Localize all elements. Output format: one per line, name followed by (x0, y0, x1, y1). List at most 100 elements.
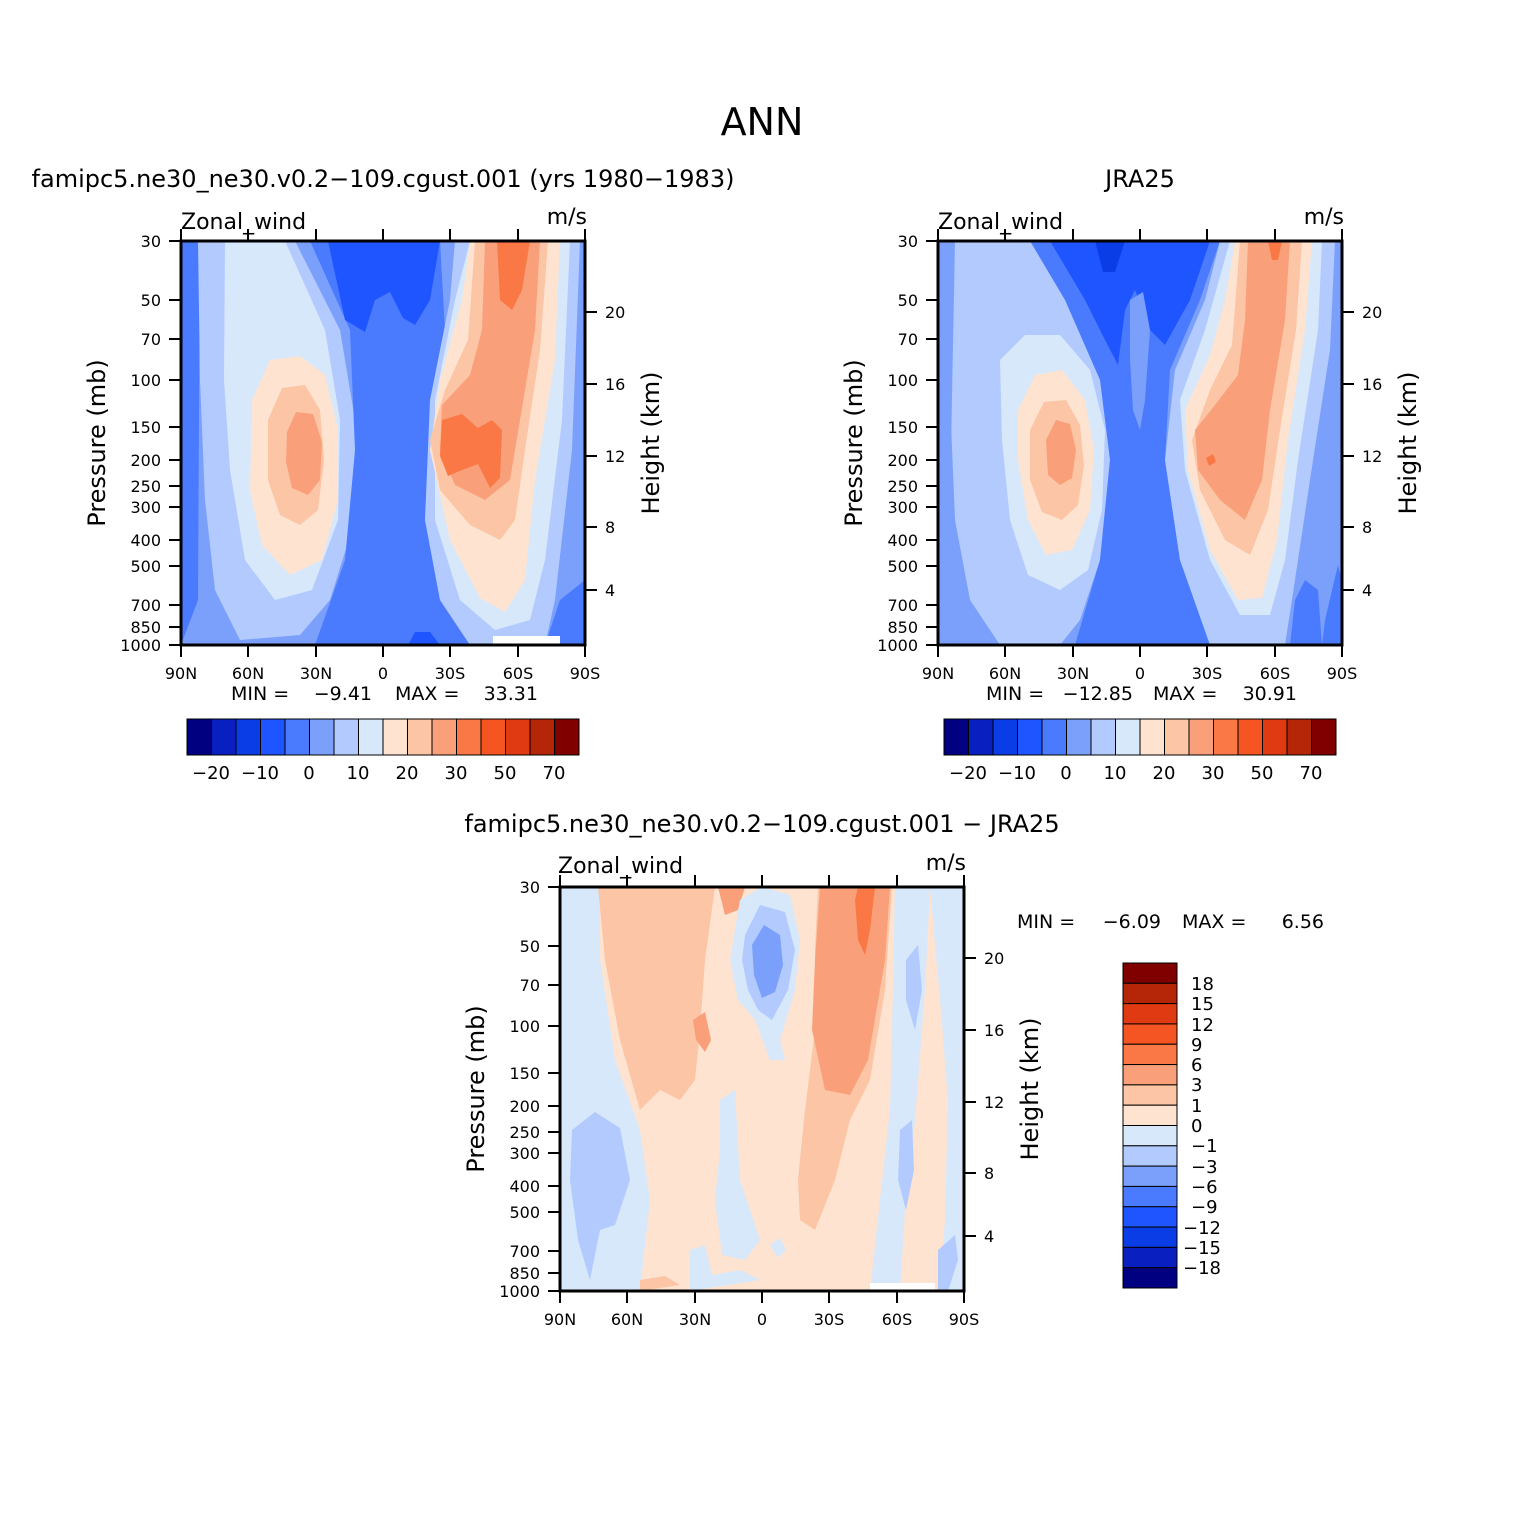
ticks (169, 229, 597, 657)
colorbar-swatch (1066, 718, 1092, 756)
ticks (548, 875, 976, 1303)
y-tick-label: 850 (509, 1264, 540, 1283)
y-tick-label: 1000 (499, 1282, 540, 1301)
y-axis-right-label: Height (km) (1394, 372, 1422, 515)
colorbar-label: 10 (347, 763, 370, 784)
colorbar-swatch (1017, 718, 1043, 756)
min-label: MIN = (231, 683, 289, 705)
y-axis-label: Pressure (mb) (840, 359, 868, 526)
y-tick-label: 150 (887, 418, 918, 437)
colorbar-swatch (431, 718, 457, 756)
y-tick-label: 400 (509, 1177, 540, 1196)
variable-label: Zonal_wind (181, 210, 306, 235)
colorbar-swatch (1122, 1226, 1178, 1248)
colorbar-label: 50 (494, 763, 517, 784)
colorbar-label: 1 (1191, 1096, 1202, 1117)
colorbar-swatch (1122, 1084, 1178, 1106)
y-tick-label: 150 (509, 1064, 540, 1083)
y-tick-label: 30 (520, 878, 540, 897)
y-right-tick-label: 20 (1362, 303, 1382, 322)
y-tick-label: 50 (898, 291, 918, 310)
colorbar-swatch (456, 718, 482, 756)
colorbar-label: −9 (1191, 1197, 1218, 1218)
colorbar-swatch (1122, 982, 1178, 1005)
colorbar-swatch (1122, 1145, 1178, 1167)
y-tick-label: 700 (887, 596, 918, 615)
variable-label: Zonal_wind (938, 210, 1063, 235)
y-axis-right-label: Height (km) (637, 372, 665, 515)
panel-title: JRA25 (1103, 165, 1175, 193)
x-tick-label: 60S (503, 664, 534, 683)
contour-field (560, 887, 964, 1291)
colorbar-label: 12 (1191, 1015, 1214, 1036)
colorbar-swatch (284, 718, 310, 756)
colorbar-label: 20 (396, 763, 419, 784)
y-tick-label: 700 (130, 596, 161, 615)
x-tick-label: 60S (1260, 664, 1291, 683)
colorbar-swatch (943, 718, 969, 756)
x-tick-labels: 90N 60N 30N 0 30S 60S 90S (544, 1310, 979, 1329)
y-right-tick-label: 20 (984, 949, 1004, 968)
units-label: m/s (926, 851, 966, 876)
y-axis-label: Pressure (mb) (462, 1005, 490, 1172)
colorbar-swatch (1122, 1104, 1178, 1126)
colorbar-swatch (1213, 718, 1239, 756)
colorbar (943, 718, 1337, 756)
colorbar-swatch (1139, 718, 1165, 756)
colorbar-label: −20 (192, 763, 230, 784)
max-label: MAX = (1153, 683, 1217, 705)
colorbar-swatch (554, 718, 580, 756)
y-tick-label: 50 (141, 291, 161, 310)
colorbar-swatch (211, 718, 237, 756)
colorbar-swatch (480, 718, 506, 756)
colorbar-labels: 18 15 12 9 6 3 1 0 −1 −3 −6 −9 −12 −15 −… (1183, 974, 1221, 1279)
colorbar-label: 70 (1300, 763, 1323, 784)
y-tick-label: 250 (509, 1123, 540, 1142)
x-tick-label: 0 (757, 1310, 767, 1329)
x-tick-labels: 90N 60N 30N 0 30S 60S 90S (165, 664, 600, 683)
x-tick-label: 60S (882, 1310, 913, 1329)
colorbar-labels: −20 −10 0 10 20 30 50 70 (949, 763, 1322, 784)
x-tick-label: 30N (679, 1310, 711, 1329)
y-right-tick-label: 12 (984, 1093, 1004, 1112)
x-tick-label: 90N (165, 664, 197, 683)
min-label: MIN = (1017, 911, 1075, 933)
variable-label: Zonal_wind (558, 854, 683, 879)
min-value: −12.85 (1063, 683, 1133, 705)
colorbar-label: −20 (949, 763, 987, 784)
min-value: −9.41 (314, 683, 372, 705)
x-tick-label: 30S (435, 664, 466, 683)
y-tick-label: 200 (509, 1097, 540, 1116)
y-tick-label: 500 (130, 557, 161, 576)
colorbar-swatch (333, 718, 359, 756)
y-tick-label: 1000 (120, 636, 161, 655)
y-tick-label: 70 (520, 976, 540, 995)
colorbar-swatch (1122, 1185, 1178, 1208)
units-label: m/s (547, 205, 587, 230)
y-tick-label: 300 (130, 498, 161, 517)
x-tick-label: 90S (1327, 664, 1358, 683)
panel-obs: JRA25 Zonal_wind m/s (840, 165, 1422, 784)
colorbar-label: −15 (1183, 1238, 1221, 1259)
y-right-tick-labels: 20 16 12 8 4 (605, 303, 625, 600)
colorbar-swatch (992, 718, 1018, 756)
y-tick-label: 400 (887, 531, 918, 550)
colorbar-swatch (358, 718, 384, 756)
colorbar-swatch (1237, 718, 1263, 756)
y-tick-label: 30 (898, 232, 918, 251)
colorbar-label: −1 (1191, 1136, 1218, 1157)
panel-title: famipc5.ne30_ne30.v0.2−109.cgust.001 − J… (464, 810, 1059, 838)
colorbar-label: −6 (1191, 1177, 1218, 1198)
x-tick-label: 90N (544, 1310, 576, 1329)
y-tick-label: 300 (509, 1144, 540, 1163)
colorbar-label: 10 (1104, 763, 1127, 784)
colorbar-label: 9 (1191, 1035, 1202, 1056)
x-tick-label: 30N (1057, 664, 1089, 683)
panel-model: famipc5.ne30_ne30.v0.2−109.cgust.001 (yr… (32, 165, 735, 784)
max-label: MAX = (395, 683, 459, 705)
y-tick-label: 50 (520, 937, 540, 956)
colorbar-label: 18 (1191, 974, 1214, 995)
colorbar-swatch (1286, 718, 1312, 756)
colorbar-label: 15 (1191, 994, 1214, 1015)
colorbar-swatch (1122, 962, 1178, 984)
